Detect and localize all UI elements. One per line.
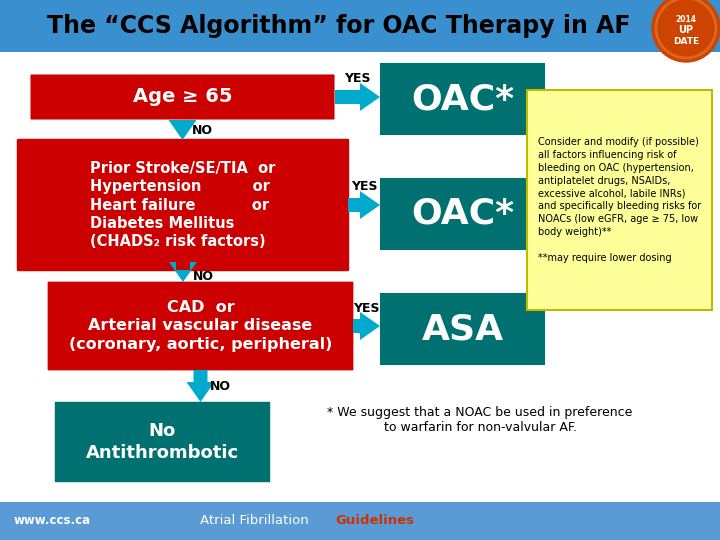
Bar [0, 0, 720, 52]
Text: NO: NO [192, 124, 213, 137]
Text: www.ccs.ca: www.ccs.ca [14, 515, 91, 528]
Text: YES: YES [344, 72, 371, 85]
Text: Age ≥ 65: Age ≥ 65 [132, 87, 233, 106]
Text: * We suggest that a NOAC be used in preference
to warfarin for non-valvular AF.: * We suggest that a NOAC be used in pref… [328, 406, 633, 434]
FancyBboxPatch shape [46, 280, 355, 372]
Circle shape [652, 0, 720, 62]
FancyBboxPatch shape [15, 137, 351, 273]
Text: Prior Stroke/SE/TIA  or
Hypertension          or
Heart failure           or
Diab: Prior Stroke/SE/TIA or Hypertension or H… [90, 161, 276, 248]
Text: 2014: 2014 [675, 16, 696, 24]
Polygon shape [353, 312, 380, 340]
Polygon shape [335, 83, 380, 111]
Text: Consider and modify (if possible)
all factors influencing risk of
bleeding on OA: Consider and modify (if possible) all fa… [538, 137, 701, 262]
Bar [527, 90, 712, 310]
Text: CAD  or
Arterial vascular disease
(coronary, aortic, peripheral): CAD or Arterial vascular disease (corona… [69, 300, 332, 352]
Text: UP: UP [678, 25, 693, 35]
Text: DATE: DATE [673, 37, 699, 45]
Polygon shape [169, 262, 197, 282]
Text: YES: YES [351, 180, 377, 193]
Text: NO: NO [210, 380, 231, 393]
Text: ASA: ASA [421, 312, 503, 346]
FancyBboxPatch shape [379, 177, 546, 252]
FancyBboxPatch shape [53, 400, 271, 484]
Bar [0, 502, 720, 540]
Text: No
Antithrombotic: No Antithrombotic [86, 422, 239, 462]
Polygon shape [168, 120, 197, 140]
FancyBboxPatch shape [379, 62, 546, 137]
Text: OAC*: OAC* [411, 197, 514, 231]
FancyBboxPatch shape [29, 73, 336, 121]
Text: Guidelines: Guidelines [335, 515, 414, 528]
Text: Atrial Fibrillation: Atrial Fibrillation [200, 515, 313, 528]
Text: NO: NO [192, 269, 214, 282]
Polygon shape [348, 191, 380, 219]
Text: OAC*: OAC* [411, 82, 514, 116]
Text: YES: YES [354, 301, 379, 314]
Polygon shape [186, 370, 215, 402]
Text: The “CCS Algorithm” for OAC Therapy in AF: The “CCS Algorithm” for OAC Therapy in A… [47, 14, 630, 38]
FancyBboxPatch shape [379, 292, 546, 367]
